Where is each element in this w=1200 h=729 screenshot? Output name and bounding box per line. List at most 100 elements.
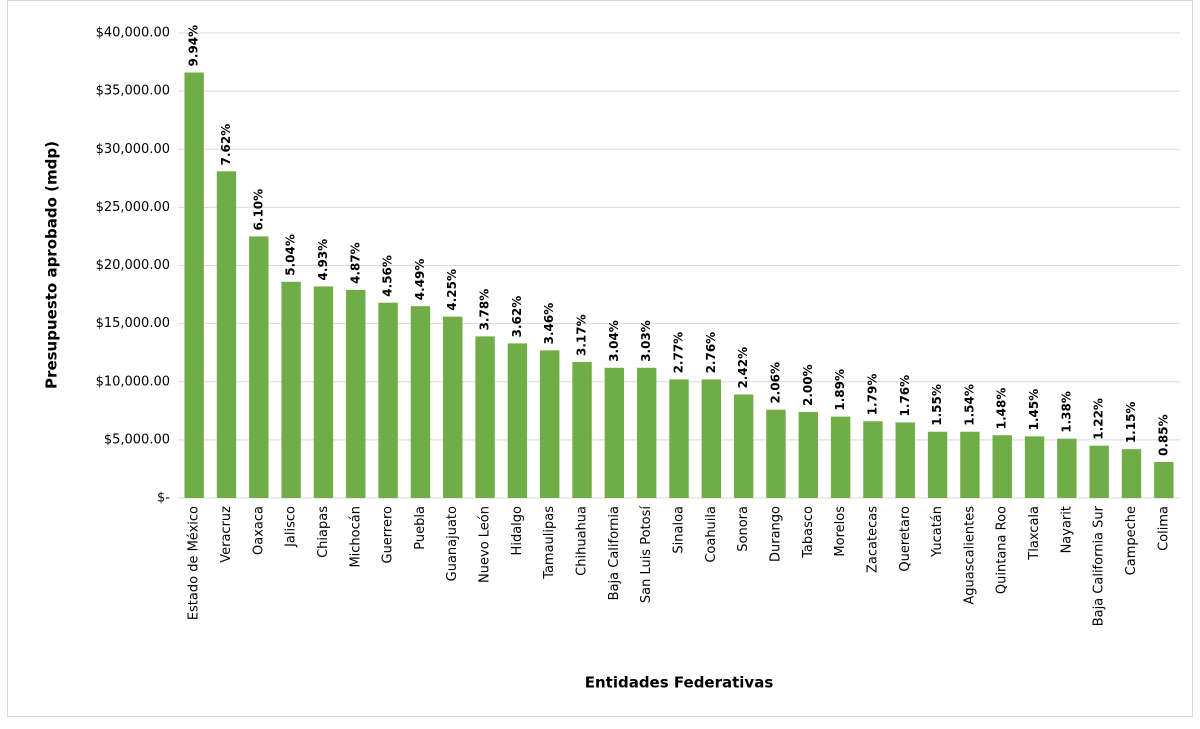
x-axis-label: Entidades Federativas (585, 674, 774, 692)
x-tick-label: Tabasco (801, 506, 816, 559)
x-tick-label: Nayarit (1059, 506, 1074, 553)
bar (184, 72, 204, 499)
y-tick-label: $40,000.00 (96, 26, 170, 41)
x-tick-label: Sonora (736, 506, 751, 552)
share-label: 7.62% (219, 124, 233, 166)
x-tick-label: Tamaulipas (542, 506, 557, 580)
share-label: 2.00% (801, 364, 815, 406)
share-label: 2.06% (768, 362, 782, 404)
x-tick-label: Durango (768, 506, 783, 562)
bar (895, 422, 915, 498)
share-label: 3.78% (478, 289, 492, 331)
share-label: 4.93% (316, 239, 330, 281)
y-tick-label: $5,000.00 (104, 432, 170, 447)
bar (863, 421, 883, 498)
share-label: 3.04% (607, 320, 621, 362)
y-tick-label: $- (157, 491, 170, 506)
share-label: 1.55% (930, 384, 944, 426)
x-tick-label: Nuevo León (478, 506, 493, 583)
x-tick-label: Estado de México (187, 506, 202, 620)
x-tick-label: Baja California (607, 506, 622, 600)
bar (540, 350, 560, 498)
x-tick-label: Queretaro (898, 506, 913, 572)
bar (798, 411, 818, 498)
chart-border (7, 0, 1193, 717)
bar (507, 343, 528, 498)
x-tick-label: Guanajuato (445, 506, 460, 581)
bar (410, 306, 431, 498)
bar (443, 316, 463, 498)
y-tick-label: $35,000.00 (96, 84, 170, 99)
x-tick-label: San Luis Potosí (639, 506, 654, 604)
x-tick-label: Sinaloa (672, 506, 687, 554)
share-label: 1.48% (995, 388, 1009, 430)
x-tick-label: Oaxaca (251, 506, 266, 555)
x-tick-label: Hidalgo (510, 506, 525, 555)
x-tick-label: Campeche (1124, 506, 1139, 575)
bar (669, 379, 689, 498)
bar (733, 394, 754, 498)
share-label: 3.17% (575, 314, 589, 356)
share-label: 1.89% (833, 369, 847, 411)
bar (313, 286, 334, 498)
bar (475, 336, 495, 498)
bar (830, 416, 851, 498)
x-tick-label: Zacatecas (865, 506, 880, 573)
share-label: 1.38% (1059, 391, 1073, 433)
x-tick-label: Colima (1156, 506, 1171, 551)
y-tick-label: $15,000.00 (96, 316, 170, 331)
bar (281, 281, 301, 498)
share-label: 1.54% (962, 384, 976, 426)
share-label: 4.87% (348, 242, 362, 284)
bar (346, 289, 366, 498)
bar (378, 302, 398, 498)
share-label: 2.42% (736, 347, 750, 389)
share-label: 2.76% (704, 332, 718, 374)
bar (1154, 461, 1174, 498)
share-label: 3.62% (510, 296, 524, 338)
share-label: 2.77% (672, 332, 686, 374)
share-label: 4.56% (381, 255, 395, 297)
bar (572, 361, 592, 498)
share-label: 1.45% (1027, 389, 1041, 431)
x-tick-label: Aguascalientes (962, 506, 977, 605)
bar (992, 435, 1012, 498)
x-tick-label: Tlaxcala (1027, 506, 1042, 561)
share-label: 6.10% (251, 189, 265, 231)
share-label: 1.79% (865, 374, 879, 416)
bar (1057, 438, 1077, 498)
y-tick-label: $30,000.00 (96, 142, 170, 157)
bar (1089, 445, 1109, 498)
x-tick-label: Morelos (833, 506, 848, 557)
share-label: 9.94% (187, 25, 201, 67)
x-tick-label: Yucatán (930, 506, 945, 558)
x-tick-label: Veracruz (219, 506, 234, 563)
y-tick-label: $10,000.00 (96, 374, 170, 389)
x-tick-label: Michocán (348, 506, 363, 568)
bar (604, 367, 625, 498)
x-tick-label: Coahuila (704, 506, 719, 563)
bar (927, 431, 948, 498)
bar (216, 171, 237, 498)
bar (960, 431, 980, 498)
share-label: 4.25% (445, 269, 459, 311)
bar (636, 367, 657, 498)
share-label: 3.03% (639, 320, 653, 362)
bar (701, 379, 722, 498)
bar (1024, 436, 1045, 498)
share-label: 3.46% (542, 303, 556, 345)
share-label: 4.49% (413, 259, 427, 301)
y-axis-label: Presupuesto aprobado (mdp) (43, 141, 61, 389)
x-tick-label: Chiapas (316, 506, 331, 558)
x-tick-label: Chihuahua (575, 506, 590, 576)
x-tick-label: Baja California Sur (1092, 505, 1107, 626)
x-tick-label: Guerrero (381, 506, 396, 564)
bar (249, 236, 269, 498)
share-label: 0.85% (1156, 414, 1170, 456)
y-tick-label: $20,000.00 (96, 258, 170, 273)
bar (766, 409, 786, 498)
x-tick-label: Puebla (413, 506, 428, 550)
x-tick-label: Jalisco (284, 506, 299, 548)
x-tick-label: Quintana Roo (995, 506, 1010, 594)
